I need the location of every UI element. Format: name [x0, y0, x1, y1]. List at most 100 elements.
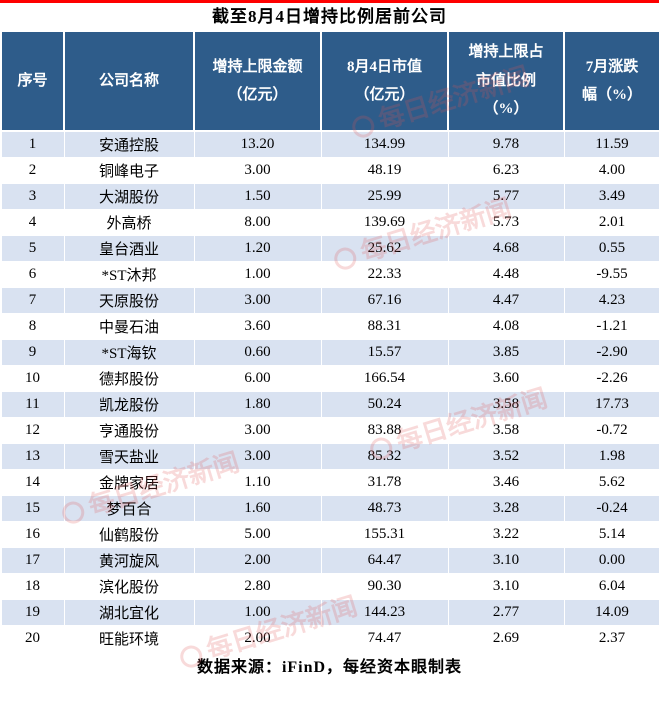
top-red-rule	[0, 0, 659, 3]
cell-market-cap: 144.23	[320, 599, 449, 626]
cell-index: 16	[0, 521, 65, 548]
cell-market-cap: 31.78	[320, 469, 449, 496]
cell-ratio: 5.77	[447, 183, 565, 210]
table-row: 17 黄河旋风 2.00 64.47 3.10 0.00	[0, 547, 659, 574]
cell-ratio: 3.10	[447, 573, 565, 600]
cell-company: 外高桥	[63, 209, 195, 236]
cell-company: 凯龙股份	[63, 391, 195, 418]
cell-market-cap: 83.88	[320, 417, 449, 444]
cell-ratio: 3.52	[447, 443, 565, 470]
cell-company: *ST海钦	[63, 339, 195, 366]
cell-july-change: 17.73	[563, 391, 659, 418]
cell-limit-amount: 3.00	[193, 417, 322, 444]
cell-company: 天原股份	[63, 287, 195, 314]
cell-limit-amount: 1.00	[193, 599, 322, 626]
cell-ratio: 9.78	[447, 130, 565, 158]
cell-ratio: 3.58	[447, 391, 565, 418]
cell-market-cap: 15.57	[320, 339, 449, 366]
cell-company: 雪天盐业	[63, 443, 195, 470]
cell-index: 15	[0, 495, 65, 522]
cell-company: 仙鹤股份	[63, 521, 195, 548]
cell-ratio: 6.23	[447, 157, 565, 184]
cell-company: 铜峰电子	[63, 157, 195, 184]
cell-july-change: -2.90	[563, 339, 659, 366]
table-row: 3 大湖股份 1.50 25.99 5.77 3.49	[0, 183, 659, 210]
cell-july-change: -9.55	[563, 261, 659, 288]
table-row: 20 旺能环境 2.00 74.47 2.69 2.37	[0, 625, 659, 652]
cell-market-cap: 166.54	[320, 365, 449, 392]
table-row: 9 *ST海钦 0.60 15.57 3.85 -2.90	[0, 339, 659, 366]
cell-company: 金牌家居	[63, 469, 195, 496]
cell-limit-amount: 13.20	[193, 130, 322, 158]
cell-index: 11	[0, 391, 65, 418]
cell-index: 9	[0, 339, 65, 366]
cell-limit-amount: 3.00	[193, 157, 322, 184]
table-row: 11 凯龙股份 1.80 50.24 3.58 17.73	[0, 391, 659, 418]
cell-index: 6	[0, 261, 65, 288]
cell-index: 1	[0, 130, 65, 158]
table-row: 16 仙鹤股份 5.00 155.31 3.22 5.14	[0, 521, 659, 548]
cell-ratio: 3.22	[447, 521, 565, 548]
cell-company: *ST沐邦	[63, 261, 195, 288]
table-row: 1 安通控股 13.20 134.99 9.78 11.59	[0, 130, 659, 158]
cell-market-cap: 139.69	[320, 209, 449, 236]
cell-limit-amount: 1.60	[193, 495, 322, 522]
cell-july-change: 6.04	[563, 573, 659, 600]
cell-market-cap: 22.33	[320, 261, 449, 288]
cell-limit-amount: 3.60	[193, 313, 322, 340]
cell-ratio: 3.58	[447, 417, 565, 444]
cell-ratio: 4.68	[447, 235, 565, 262]
table-row: 2 铜峰电子 3.00 48.19 6.23 4.00	[0, 157, 659, 184]
header-july-change: 7月涨跌幅（%）	[563, 30, 659, 132]
table-row: 5 皇台酒业 1.20 25.62 4.68 0.55	[0, 235, 659, 262]
table-row: 18 滨化股份 2.80 90.30 3.10 6.04	[0, 573, 659, 600]
cell-ratio: 3.60	[447, 365, 565, 392]
header-market-cap: 8月4日市值（亿元）	[320, 30, 449, 132]
cell-limit-amount: 1.10	[193, 469, 322, 496]
cell-limit-amount: 8.00	[193, 209, 322, 236]
table-row: 19 湖北宜化 1.00 144.23 2.77 14.09	[0, 599, 659, 626]
table-row: 13 雪天盐业 3.00 85.32 3.52 1.98	[0, 443, 659, 470]
cell-ratio: 3.85	[447, 339, 565, 366]
cell-limit-amount: 1.20	[193, 235, 322, 262]
cell-company: 滨化股份	[63, 573, 195, 600]
data-source-footer: 数据来源：iFinD，每经资本眼制表	[196, 659, 463, 676]
cell-limit-amount: 6.00	[193, 365, 322, 392]
table-row: 10 德邦股份 6.00 166.54 3.60 -2.26	[0, 365, 659, 392]
cell-ratio: 2.77	[447, 599, 565, 626]
cell-limit-amount: 2.80	[193, 573, 322, 600]
cell-company: 德邦股份	[63, 365, 195, 392]
table-row: 7 天原股份 3.00 67.16 4.47 4.23	[0, 287, 659, 314]
cell-ratio: 2.69	[447, 625, 565, 652]
cell-july-change: -2.26	[563, 365, 659, 392]
table-row: 8 中曼石油 3.60 88.31 4.08 -1.21	[0, 313, 659, 340]
table-row: 15 梦百合 1.60 48.73 3.28 -0.24	[0, 495, 659, 522]
cell-ratio: 3.46	[447, 469, 565, 496]
cell-july-change: 4.23	[563, 287, 659, 314]
cell-july-change: -1.21	[563, 313, 659, 340]
cell-limit-amount: 2.00	[193, 625, 322, 652]
cell-company: 湖北宜化	[63, 599, 195, 626]
cell-ratio: 4.08	[447, 313, 565, 340]
cell-company: 安通控股	[63, 130, 195, 158]
cell-index: 17	[0, 547, 65, 574]
cell-index: 3	[0, 183, 65, 210]
cell-july-change: 4.00	[563, 157, 659, 184]
table-row: 12 亨通股份 3.00 83.88 3.58 -0.72	[0, 417, 659, 444]
cell-ratio: 3.28	[447, 495, 565, 522]
table-row: 6 *ST沐邦 1.00 22.33 4.48 -9.55	[0, 261, 659, 288]
cell-index: 5	[0, 235, 65, 262]
cell-index: 4	[0, 209, 65, 236]
cell-index: 13	[0, 443, 65, 470]
cell-index: 8	[0, 313, 65, 340]
cell-july-change: 11.59	[563, 130, 659, 158]
table-row: 14 金牌家居 1.10 31.78 3.46 5.62	[0, 469, 659, 496]
cell-market-cap: 134.99	[320, 130, 449, 158]
cell-index: 19	[0, 599, 65, 626]
cell-market-cap: 67.16	[320, 287, 449, 314]
cell-company: 梦百合	[63, 495, 195, 522]
cell-index: 18	[0, 573, 65, 600]
table-header: 序号 公司名称 增持上限金额（亿元） 8月4日市值（亿元） 增持上限占市值比例（…	[0, 30, 659, 132]
cell-index: 12	[0, 417, 65, 444]
cell-limit-amount: 3.00	[193, 443, 322, 470]
